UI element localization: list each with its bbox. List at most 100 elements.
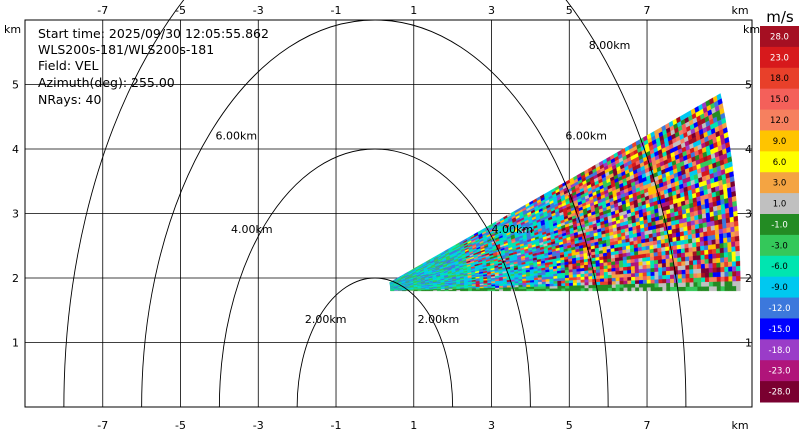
scan-gate [719, 242, 725, 249]
scan-gate [627, 273, 632, 278]
scan-gate [627, 276, 632, 281]
scan-gate [534, 286, 539, 289]
scan-gate [718, 223, 724, 230]
scan-gate [732, 280, 737, 287]
scan-gate [557, 277, 562, 282]
scan-gate [576, 273, 582, 278]
scan-gate [607, 271, 613, 276]
scan-gate [603, 274, 609, 279]
scan-gate [688, 242, 693, 248]
scan-gate [665, 266, 671, 272]
scan-gate [584, 273, 589, 277]
instrument-label: WLS200s-181/WLS200s-181 [38, 42, 215, 57]
scan-gate [650, 259, 655, 265]
scan-gate [735, 250, 740, 257]
colorbar-label: -18.0 [769, 346, 791, 356]
scan-gate [715, 247, 721, 254]
scan-gate [700, 267, 706, 274]
scan-gate [680, 252, 686, 258]
scan-gate [650, 286, 655, 292]
scan-gate [693, 268, 698, 274]
scan-gate [728, 266, 733, 272]
scan-gate [734, 235, 740, 242]
scan-gate [719, 247, 725, 254]
scan-gate [619, 273, 624, 278]
scan-gate [677, 265, 683, 271]
scan-gate [712, 253, 717, 259]
scan-gate [650, 263, 655, 269]
scan-gate [689, 264, 694, 270]
scan-gate [654, 282, 659, 288]
scan-gate [541, 288, 547, 292]
scan-gate [707, 239, 713, 246]
scan-gate [731, 250, 737, 257]
scan-gate [588, 275, 593, 280]
scan-gate [726, 221, 731, 229]
scan-gate [722, 227, 728, 234]
scan-gate [549, 285, 554, 289]
scan-gate [700, 254, 706, 260]
scan-gate [732, 265, 737, 272]
scan-gate [681, 273, 687, 279]
scan-gate [596, 278, 601, 283]
scan-gate [662, 274, 667, 280]
scan-gate [709, 281, 714, 287]
scan-gate [654, 267, 659, 272]
colorbar-label: 6.0 [773, 158, 787, 168]
scan-gate [654, 275, 659, 280]
scan-gate [732, 275, 737, 282]
y-tick-label-right: 5 [745, 79, 752, 92]
scan-gate [541, 281, 547, 285]
y-tick-label-left: 2 [12, 272, 19, 285]
scan-gate [565, 279, 570, 284]
scan-gate [518, 286, 523, 290]
scan-gate [697, 272, 702, 278]
scan-gate [549, 288, 554, 292]
scan-gate [685, 286, 690, 292]
scan-gate [684, 251, 690, 257]
scan-gate [615, 283, 620, 288]
scan-gate [716, 271, 722, 278]
scan-gate [549, 283, 554, 287]
scan-gate [657, 255, 663, 260]
colorbar-label: 1.0 [773, 200, 787, 210]
scan-gate [588, 269, 593, 274]
scan-gate [638, 286, 644, 292]
scan-gate [615, 263, 620, 268]
scan-gate [639, 283, 644, 288]
scan-gate [653, 259, 659, 265]
colorbar-label: -6.0 [771, 262, 788, 272]
scan-gate [724, 266, 729, 272]
scan-gate [731, 245, 736, 252]
scan-gate [650, 271, 655, 276]
range-ring-label: 4.00km [492, 223, 534, 236]
scan-gate [553, 283, 558, 287]
scan-gate [716, 257, 721, 263]
scan-gate [576, 270, 581, 275]
y-unit-label-left: km [4, 23, 21, 36]
colorbar-label: 18.0 [770, 74, 789, 84]
scan-gate [677, 252, 682, 258]
scan-gate [677, 286, 683, 292]
scan-gate [731, 240, 736, 247]
scan-gate [723, 246, 729, 253]
scan-gate [718, 228, 724, 235]
scan-gate [607, 287, 613, 292]
scan-gate [728, 280, 733, 287]
scan-gate [545, 281, 551, 285]
scan-gate [650, 282, 655, 288]
scan-gate [642, 271, 648, 277]
scan-gate [704, 267, 710, 273]
scan-gate [692, 246, 697, 252]
scan-gate [626, 262, 632, 267]
scan-gate [707, 244, 713, 250]
scan-gate [569, 285, 574, 289]
scan-gate [611, 287, 617, 292]
scan-gate [680, 239, 685, 245]
scan-gate [711, 238, 717, 245]
scan-gate [693, 277, 698, 283]
scan-gate [673, 257, 678, 263]
scan-gate [677, 256, 682, 262]
scan-gate [727, 251, 733, 258]
scan-gate [670, 282, 675, 287]
